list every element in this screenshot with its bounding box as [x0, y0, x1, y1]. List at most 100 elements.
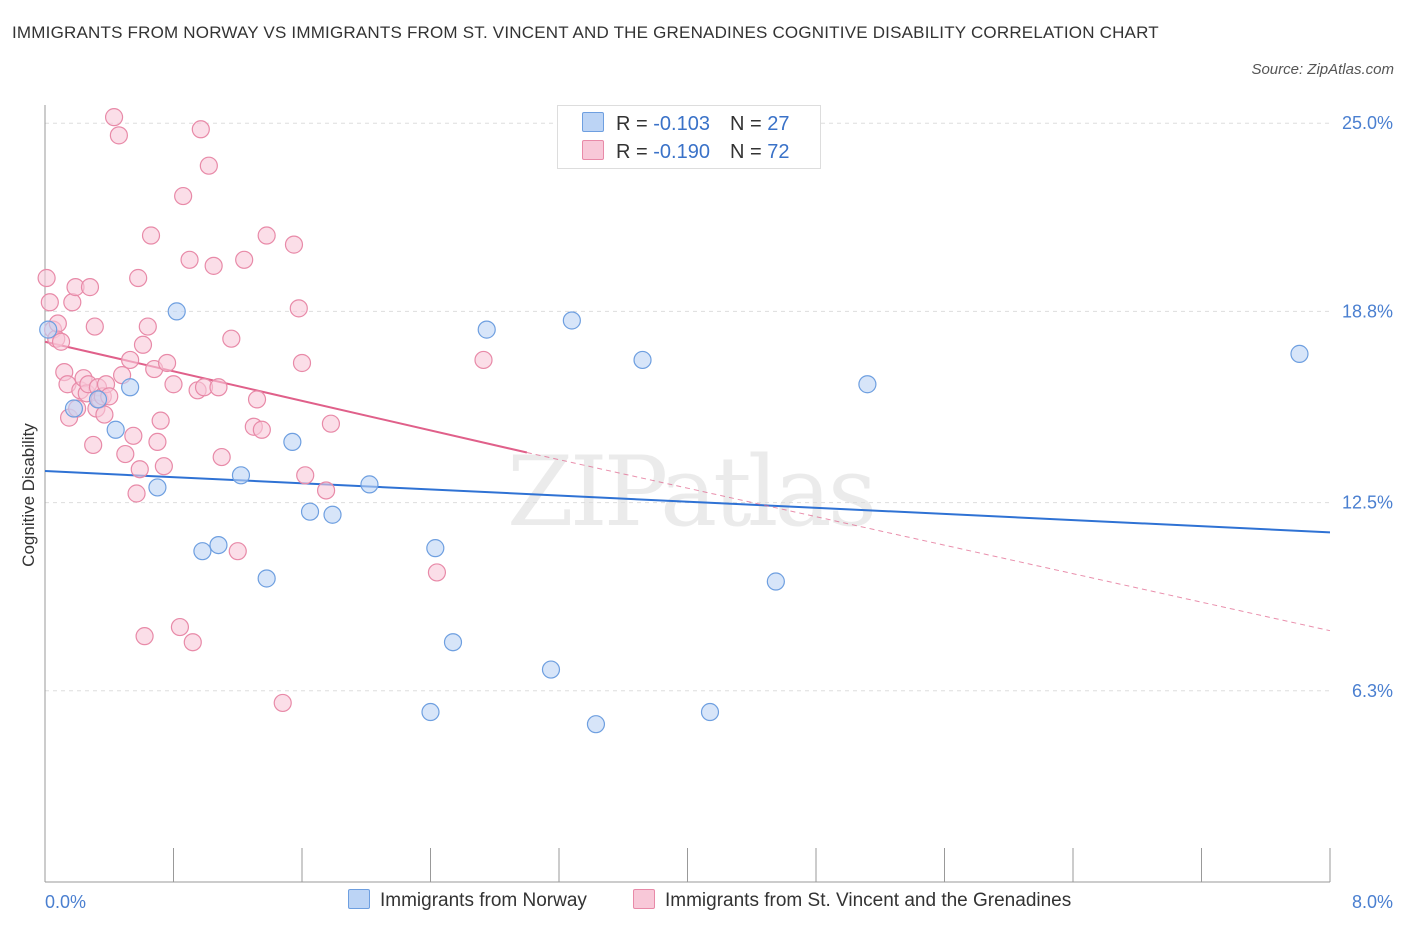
norway-point	[586, 715, 606, 734]
y-tick-label: 25.0%	[1342, 113, 1393, 133]
stvincent-point	[222, 329, 241, 348]
stvincent-point	[124, 426, 143, 445]
stvincent-point	[141, 226, 161, 245]
watermark: ZIPatlas	[507, 436, 873, 548]
norway-point	[700, 702, 720, 722]
norway-point	[64, 399, 84, 418]
stvincent-point	[170, 617, 190, 637]
stvincent-point	[148, 432, 167, 452]
legend-r-label: R =	[616, 113, 654, 135]
y-axis-title: Cognitive Disability	[19, 423, 38, 567]
stvincent-point	[316, 481, 336, 500]
legend-r-value: -0.103	[653, 113, 710, 135]
stvincent-point	[127, 484, 146, 503]
norway-point	[283, 432, 302, 452]
stvincent-point	[116, 444, 135, 464]
stvincent-legend-swatch	[633, 889, 655, 909]
norway-point	[562, 311, 581, 330]
stvincent-point	[252, 420, 271, 439]
norway-point	[148, 478, 167, 497]
norway-point	[858, 375, 877, 394]
stvincent-point	[209, 378, 228, 397]
legend-r-label: R =	[616, 141, 654, 163]
label-layer: 25.0% 18.8% 12.5% 6.3% 0.0% 8.0% Cognitive Dis…	[19, 113, 1393, 912]
norway-point	[209, 535, 228, 555]
stvincent-point	[247, 390, 267, 409]
legend-row-norway: R = -0.103 N = 27	[582, 112, 789, 138]
stvincent-trend-extension	[526, 452, 1331, 632]
norway-point	[477, 320, 496, 339]
chart-title: IMMIGRANTS FROM NORWAY VS IMMIGRANTS FRO…	[12, 23, 1159, 42]
stvincent-point	[138, 317, 157, 336]
stvincent-point	[51, 332, 71, 351]
stvincent-point	[135, 627, 154, 646]
stvincent-point	[129, 268, 148, 288]
y-tick-label: 18.8%	[1342, 301, 1393, 321]
stvincent-point	[180, 250, 199, 269]
stvincent-point	[296, 466, 315, 485]
y-tick-label: 6.3%	[1352, 681, 1393, 701]
stvincent-point	[321, 414, 341, 433]
norway-point	[106, 420, 125, 439]
x-tick-label: 0.0%	[45, 892, 86, 912]
legend-n-label: N =	[729, 141, 768, 163]
stvincent-point	[121, 350, 140, 370]
stvincent-point	[427, 563, 447, 582]
stvincent-point	[85, 317, 104, 336]
norway-trend-line	[44, 470, 1331, 534]
stvincent-point	[474, 350, 493, 370]
stvincent-point	[183, 633, 202, 652]
stvincent-point	[292, 353, 312, 373]
stvincent-point	[174, 186, 193, 206]
stvincent-point	[191, 120, 210, 139]
legend-r-value: -0.190	[653, 141, 710, 163]
stvincent-point	[273, 693, 292, 713]
legend-item-norway: Immigrants from Norway	[348, 889, 587, 912]
norway-point	[443, 633, 463, 652]
legend-label-norway: Immigrants from Norway	[380, 890, 587, 911]
norway-point	[323, 505, 342, 524]
legend-label-stvincent: Immigrants from St. Vincent and the Gren…	[665, 890, 1072, 911]
legend-n-value: 27	[767, 113, 790, 135]
norway-point	[360, 475, 379, 494]
norway-point	[193, 542, 212, 561]
legend-item-stvincent: Immigrants from St. Vincent and the Gren…	[633, 889, 1071, 912]
norway-point	[766, 572, 785, 591]
norway-point	[167, 302, 186, 321]
legend-n-label: N =	[729, 113, 768, 135]
norway-point	[39, 320, 58, 339]
norway-point	[421, 702, 440, 722]
grid-layer	[45, 122, 1330, 692]
stvincent-point	[37, 268, 56, 288]
axis-layer	[44, 105, 1331, 883]
x-tick-label: 8.0%	[1352, 892, 1393, 912]
norway-point	[426, 539, 445, 558]
stvincent-point	[235, 250, 254, 269]
stvincent-point	[130, 460, 149, 479]
stvincent-point	[109, 126, 128, 145]
stvincent-point	[95, 405, 114, 424]
source-label: Source: ZipAtlas.com	[1251, 61, 1394, 78]
stvincent-point	[257, 226, 276, 245]
stvincent-point	[228, 542, 247, 561]
norway-point	[633, 350, 652, 370]
stvincent-point	[40, 293, 59, 312]
points-layer	[37, 108, 1309, 734]
stvincent-swatch	[582, 140, 604, 160]
norway-point	[121, 378, 140, 397]
norway-swatch	[582, 112, 604, 132]
y-tick-label: 12.5%	[1342, 493, 1393, 513]
stvincent-point	[151, 411, 170, 430]
stvincent-point	[199, 156, 218, 175]
stvincent-point	[284, 235, 304, 254]
stats-legend: R = -0.103 N = 27 R = -0.190 N = 72	[557, 105, 821, 169]
norway-point	[257, 569, 276, 588]
legend-row-stvincent: R = -0.190 N = 72	[582, 140, 789, 166]
stvincent-point	[154, 457, 173, 476]
legend-n-value: 72	[767, 141, 790, 163]
norway-legend-swatch	[348, 889, 370, 909]
stvincent-point	[104, 108, 124, 127]
stvincent-point	[212, 447, 231, 467]
stvincent-point	[289, 299, 308, 318]
